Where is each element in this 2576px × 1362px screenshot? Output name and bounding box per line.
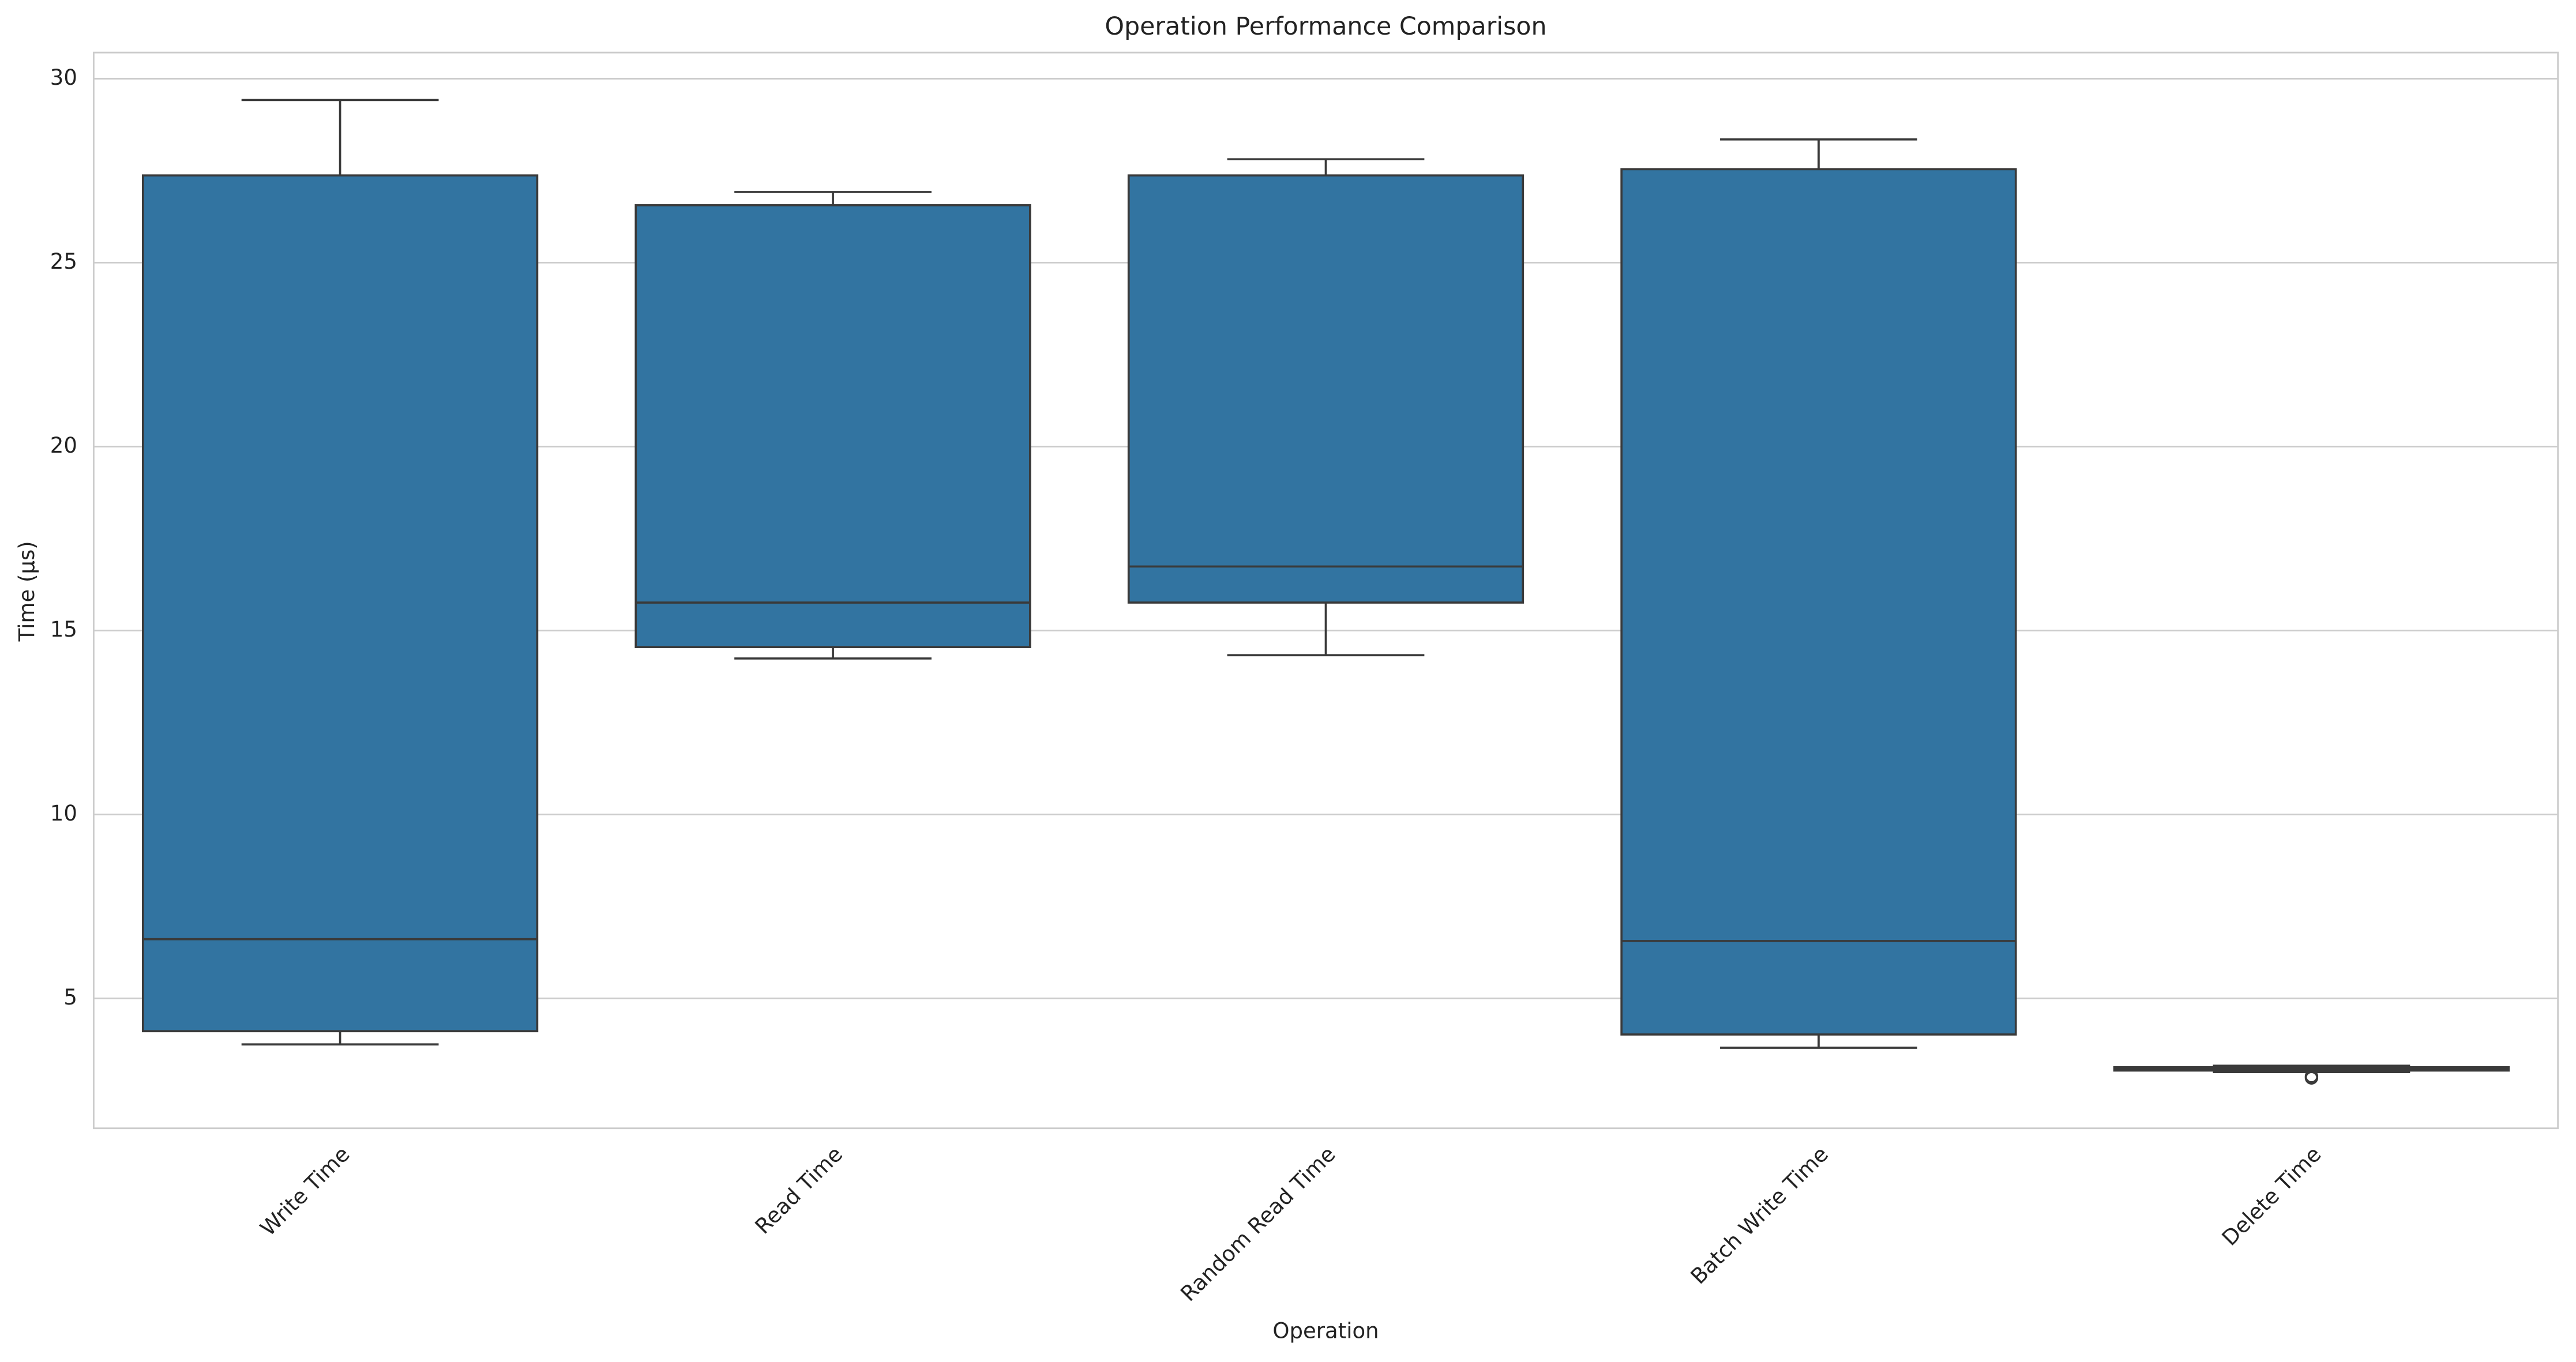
chart-title: Operation Performance Comparison [1105,12,1546,41]
box [1127,174,1524,604]
y-tick-label: 30 [50,65,77,90]
box [634,204,1031,649]
y-axis-label: Time (µs) [14,541,39,642]
x-axis-label: Operation [1272,1318,1379,1343]
plot-frame [92,51,2559,1130]
y-tick-label: 5 [63,985,77,1010]
y-tick-label: 15 [50,617,77,642]
y-tick-label: 25 [50,249,77,274]
y-tick-label: 20 [50,433,77,458]
box [1620,168,2017,1036]
y-tick-label: 10 [50,801,77,826]
outlier [2304,1070,2319,1083]
box [141,174,539,1033]
